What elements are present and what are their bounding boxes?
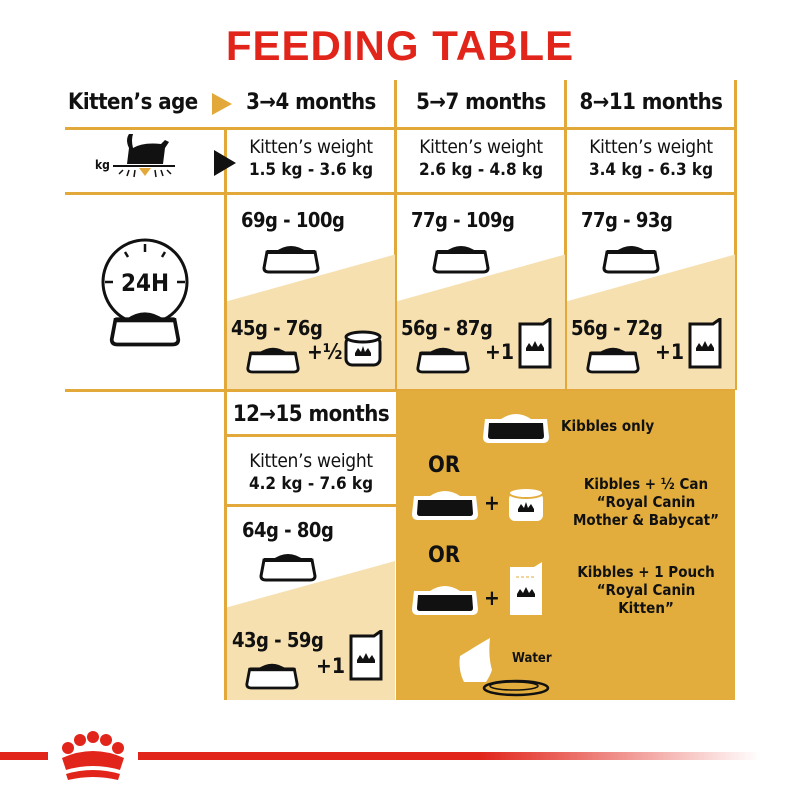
footer-red-stripe (0, 752, 800, 760)
kibble-bowl-icon (261, 240, 321, 274)
mixed-amount: 56g - 72g (571, 316, 663, 340)
kibbles-only-label: Kibbles only (561, 417, 655, 435)
kibble-bowl-icon (481, 409, 551, 445)
divider (65, 192, 735, 195)
plus-portion: +1 (316, 654, 345, 678)
dry-amount: 69g - 100g (241, 208, 345, 232)
page-title: FEEDING TABLE (225, 22, 575, 69)
age-column-header: 12→15 months (232, 402, 390, 427)
age-column-header: 3→4 months (246, 90, 376, 115)
kitten-age-label: Kitten’s age (68, 90, 198, 115)
water-label: Water (512, 651, 552, 666)
or-label: OR (428, 453, 461, 478)
mixed-amount: 45g - 76g (231, 316, 323, 340)
24h-clock-bowl-icon: 24H (100, 235, 190, 350)
weight-cell: Kitten’s weight 3.4 kg - 6.3 kg (588, 136, 714, 180)
royal-canin-crown-logo (48, 726, 138, 786)
plus-label: + (484, 586, 500, 610)
dry-amount: 77g - 93g (581, 208, 673, 232)
feeding-options-legend: Kibbles only OR + Kibbles + ½ Can “Royal … (396, 391, 735, 700)
divider (226, 434, 396, 437)
kibble-bowl-icon (415, 342, 471, 374)
pouch-icon (687, 318, 723, 370)
divider (564, 80, 567, 390)
divider (224, 128, 227, 700)
mixed-amount: 43g - 59g (232, 628, 324, 652)
cat-drinking-water-icon (459, 638, 550, 697)
cat-scale-icon: kg (95, 130, 195, 190)
divider (226, 504, 396, 507)
weight-cell: Kitten’s weight 1.5 kg - 3.6 kg (248, 136, 374, 180)
or-label: OR (428, 543, 461, 568)
arrow-right-icon (214, 150, 236, 176)
pouch-icon (510, 562, 542, 615)
kibble-bowl-icon (410, 581, 480, 617)
divider (65, 389, 735, 392)
age-column-header: 8→11 months (579, 90, 723, 115)
kibble-bowl-icon (601, 240, 661, 274)
can-icon (343, 326, 383, 368)
divider (734, 80, 737, 390)
kibble-bowl-icon (244, 658, 300, 690)
age-column-header: 5→7 months (416, 90, 546, 115)
kibble-bowl-icon (245, 342, 301, 374)
plus-portion: +1 (655, 340, 684, 364)
dry-amount: 77g - 109g (411, 208, 515, 232)
kibble-bowl-icon (585, 342, 641, 374)
can-icon (508, 487, 544, 521)
plus-portion: +½ (307, 340, 343, 364)
divider (394, 80, 397, 390)
pouch-icon (517, 318, 553, 370)
divider (65, 127, 735, 130)
weight-cell: Kitten’s weight 2.6 kg - 4.8 kg (418, 136, 544, 180)
mixed-amount: 56g - 87g (401, 316, 493, 340)
kibble-bowl-icon (431, 240, 491, 274)
plus-label: + (484, 491, 500, 515)
kibble-bowl-icon (410, 486, 480, 522)
kibble-bowl-icon (258, 548, 318, 582)
dry-amount: 64g - 80g (242, 518, 334, 542)
arrow-right-icon (212, 93, 232, 115)
pouch-icon (348, 630, 384, 682)
weight-cell: Kitten’s weight 4.2 kg - 7.6 kg (248, 450, 374, 494)
plus-portion: +1 (485, 340, 514, 364)
